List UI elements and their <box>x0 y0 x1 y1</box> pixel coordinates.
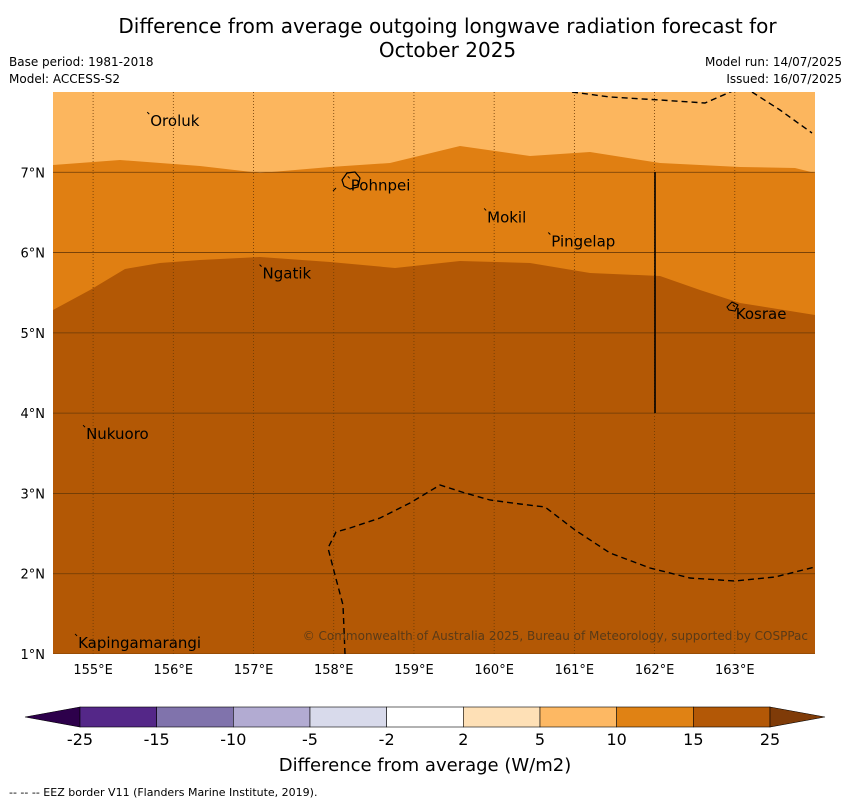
place-marker <box>347 175 351 179</box>
anomaly-field: Oroluk Pohnpei Mokil Pingelap Ngatik Kosrae Nu… <box>53 92 815 654</box>
place-marker <box>732 304 736 308</box>
place-label: Pingelap <box>551 233 615 251</box>
place-label: Pohnpei <box>351 176 411 194</box>
colorbar-tick-label: 15 <box>683 730 704 749</box>
colorbar-segment <box>79 706 157 728</box>
colorbar-tick-label: 2 <box>458 730 469 749</box>
colorbar-tick-label: 5 <box>534 730 546 749</box>
kosrae-island <box>726 301 739 312</box>
metadata-right: Model run: 14/07/2025 Issued: 16/07/2025 <box>705 54 842 88</box>
colorbar-segment <box>233 706 311 728</box>
title-line-1: Difference from average outgoing longwav… <box>118 14 777 38</box>
eez-border-northeast <box>751 92 813 134</box>
colorbar-segment <box>156 706 234 728</box>
lat-tick-label: 7°N <box>21 166 46 181</box>
place-marker <box>74 633 78 637</box>
place-label: Ngatik <box>263 265 312 283</box>
colorbar-segment <box>463 706 541 728</box>
model-name: Model: ACCESS-S2 <box>9 72 121 86</box>
copyright-notice: © Commonwealth of Australia 2025, Bureau… <box>303 629 808 643</box>
colorbar-tick-label: -5 <box>302 730 318 749</box>
place-label: Mokil <box>487 208 526 226</box>
place-marker <box>259 264 262 267</box>
colorbar-segment <box>616 706 694 728</box>
footnote: -- -- -- EEZ border V11 (Flanders Marine… <box>9 786 318 799</box>
place-label: Oroluk <box>150 112 199 130</box>
colorbar-tick-label: -2 <box>378 730 395 749</box>
colorbar-tick-label: -25 <box>66 730 94 749</box>
lat-tick-label: 5°N <box>21 327 46 342</box>
chart-title: Difference from average outgoing longwav… <box>0 14 850 62</box>
colorbar-segment <box>386 706 464 728</box>
graticule <box>53 92 815 654</box>
place-label: Nukuoro <box>86 425 149 443</box>
place-labels: Oroluk Pohnpei Mokil Pingelap Ngatik Kosrae Nu… <box>74 111 787 652</box>
place-label: Kapingamarangi <box>78 634 201 652</box>
lat-tick-label: 3°N <box>21 487 46 502</box>
colorbar-segment <box>539 706 617 728</box>
band-15-25 <box>53 257 815 654</box>
place-label: Kosrae <box>736 305 787 323</box>
colorbar-under-arrow <box>24 706 81 728</box>
colorbar-tick-label: -10 <box>220 730 247 749</box>
lon-tick-label: 160°E <box>474 663 514 678</box>
eez-border-south <box>327 484 815 654</box>
model-run: Model run: 14/07/2025 <box>704 55 842 69</box>
metadata-left: Base period: 1981-2018 Model: ACCESS-S2 <box>9 54 154 88</box>
lon-tick-label: 158°E <box>314 663 354 678</box>
lon-tick-label: 161°E <box>555 663 595 678</box>
islet-mark <box>332 187 337 192</box>
colorbar-segment <box>309 706 387 728</box>
place-marker <box>82 424 86 428</box>
lat-tick-label: 6°N <box>21 247 46 262</box>
eez-borders <box>327 92 815 654</box>
issued-date: Issued: 16/07/2025 <box>726 72 842 86</box>
lon-tick-label: 155°E <box>73 663 113 678</box>
place-marker <box>483 208 487 211</box>
colorbar-label: Difference from average (W/m2) <box>278 755 572 776</box>
lat-tick-label: 4°N <box>21 407 46 422</box>
lon-tick-label: 157°E <box>234 663 274 678</box>
colorbar-tick-label: 25 <box>759 730 781 749</box>
base-period: Base period: 1981-2018 <box>9 55 154 69</box>
eez-border-north <box>571 92 733 104</box>
lon-tick-label: 163°E <box>715 663 755 678</box>
lon-tick-label: 159°E <box>394 663 434 678</box>
colorbar-segment <box>693 706 771 728</box>
place-marker <box>146 111 150 115</box>
axis-tick-labels: 155°E 156°E 157°E 158°E 159°E 160°E 161°E 162°E… <box>21 166 755 678</box>
colorbar-tick-label: 10 <box>606 730 627 749</box>
lon-tick-label: 156°E <box>154 663 194 678</box>
colorbar-over-arrow <box>769 706 826 728</box>
title-line-2: October 2025 <box>378 38 517 62</box>
colorbar <box>24 706 826 728</box>
lat-tick-label: 1°N <box>21 648 46 663</box>
pohnpei-island <box>341 171 361 190</box>
lat-tick-label: 2°N <box>21 568 46 583</box>
lon-tick-label: 162°E <box>635 663 675 678</box>
colorbar-tick-label: -15 <box>143 730 170 749</box>
place-marker <box>547 232 551 235</box>
